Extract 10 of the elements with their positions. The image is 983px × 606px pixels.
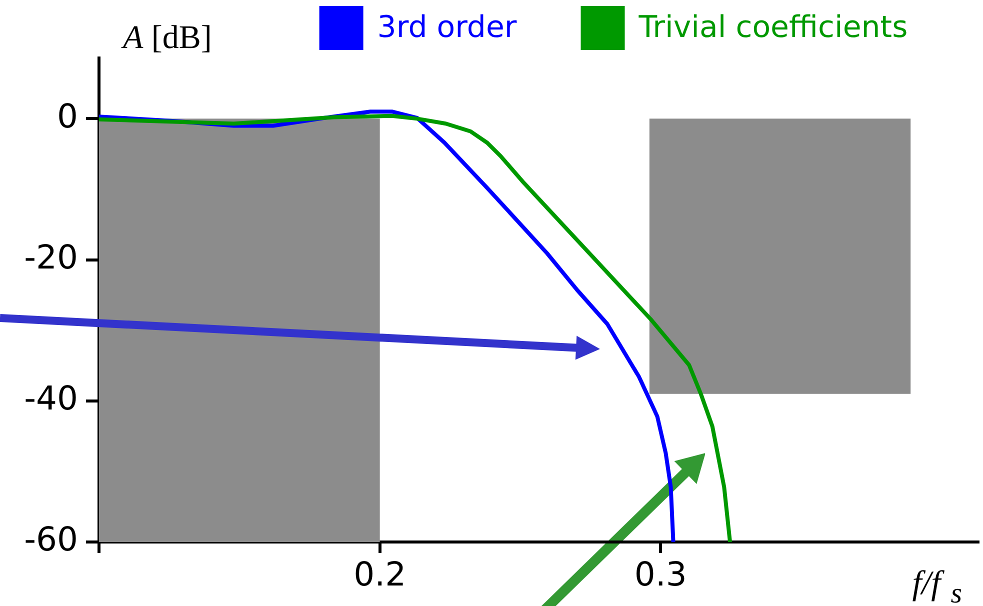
legend-label: Trivial coefficients <box>638 10 908 45</box>
legend-label: 3rd order <box>377 10 518 45</box>
y-tick-label: -20 <box>24 237 78 276</box>
x-axis-title: f/fs <box>912 565 962 606</box>
x-tick-label: 0.3 <box>634 554 687 594</box>
y-tick-label: -60 <box>24 520 78 559</box>
y-tick-label: -40 <box>24 378 78 418</box>
y-axis-title: A [dB] <box>121 20 212 56</box>
x-tick-label: 0.2 <box>354 554 406 594</box>
y-tick-label: 0 <box>57 96 78 136</box>
